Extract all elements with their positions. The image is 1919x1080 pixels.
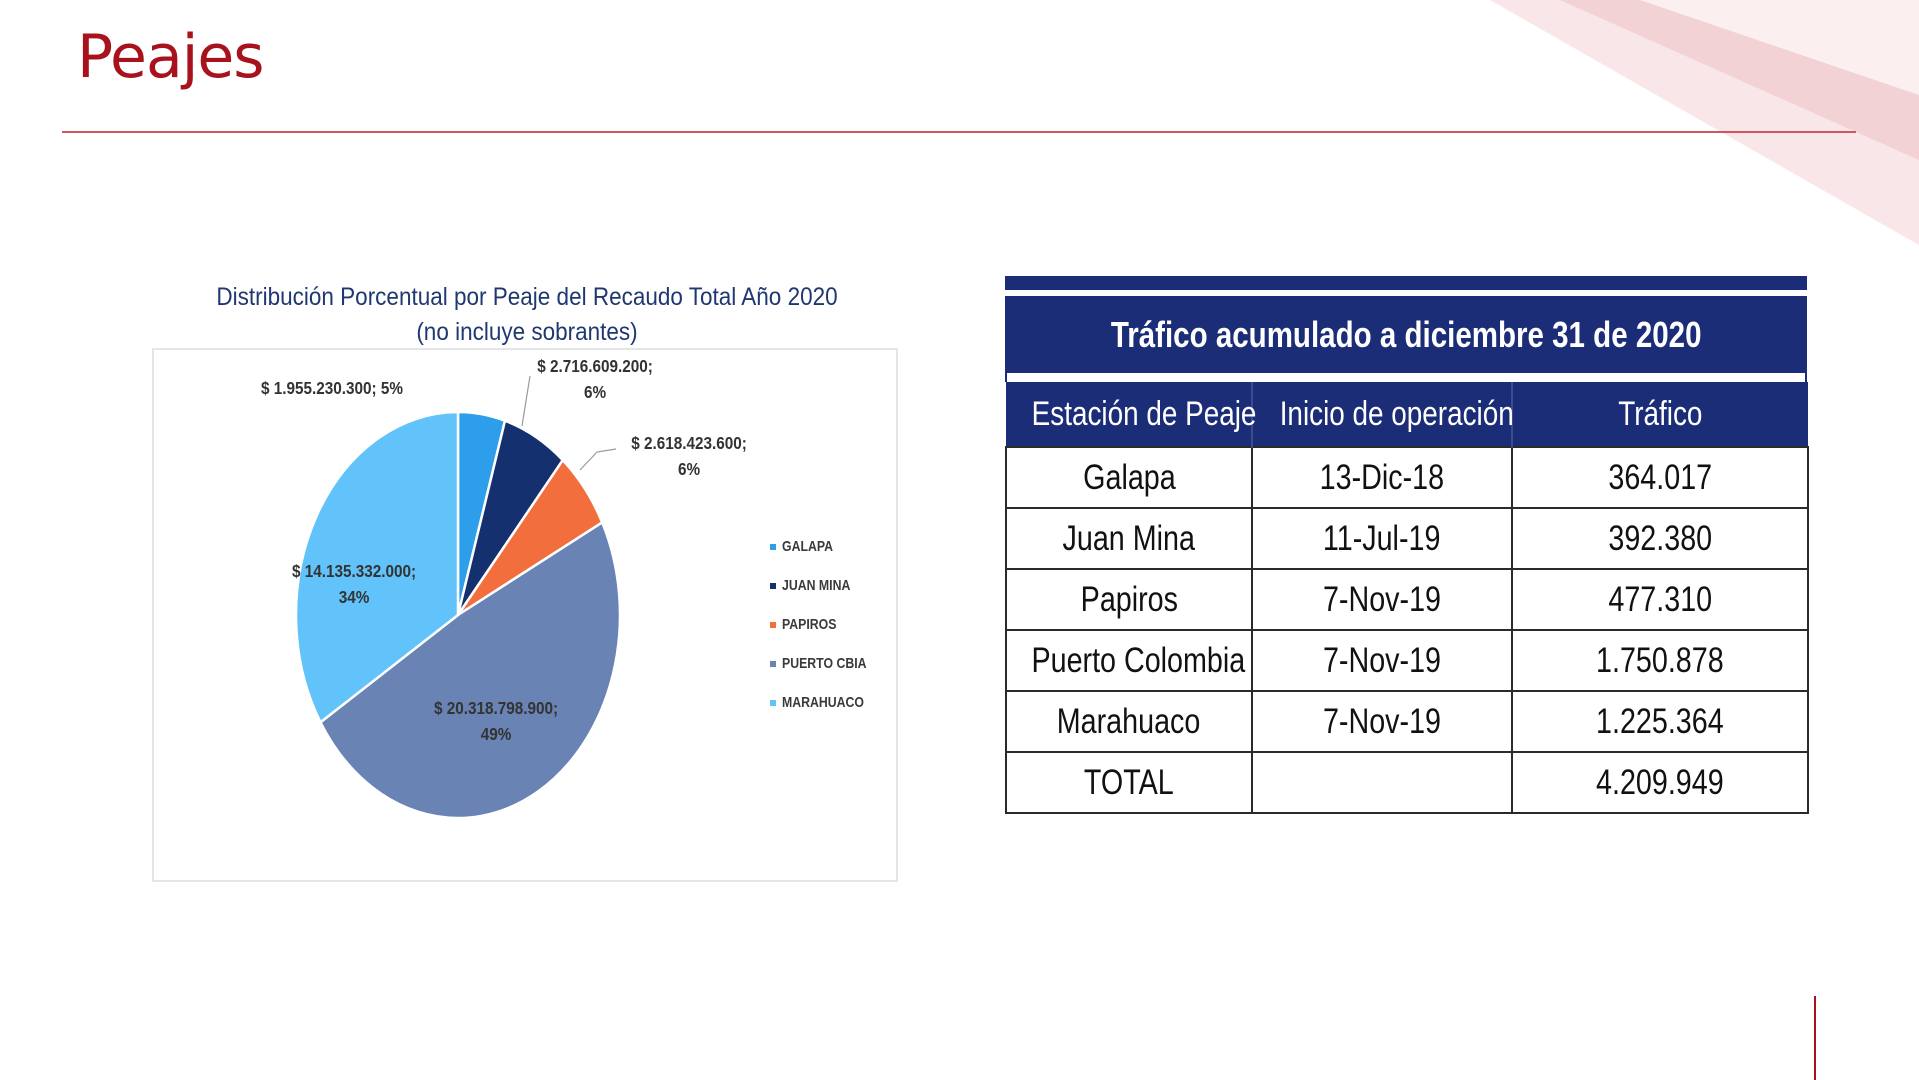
cell-traffic: 1.225.364 <box>1511 690 1809 753</box>
cell-start: 7-Nov-19 <box>1251 568 1513 631</box>
legend-label: MARAHUACO <box>782 694 864 711</box>
leader-line <box>521 375 531 427</box>
pie-chart: $ 1.955.230.300; 5% $ 2.716.609.200; 6% $ 2… <box>261 356 747 820</box>
legend-label: JUAN MINA <box>782 577 851 594</box>
cell-start: 7-Nov-19 <box>1251 629 1513 692</box>
legend-item: PAPIROS <box>770 605 885 644</box>
legend-swatch <box>770 543 776 550</box>
cell-traffic: 364.017 <box>1511 446 1809 509</box>
cell-start: 13-Dic-18 <box>1251 446 1513 509</box>
cell-start: 7-Nov-19 <box>1251 690 1513 753</box>
pie-slice-marahuaco <box>294 410 460 725</box>
table-header-row: Estación de Peaje Inicio de operación Tr… <box>1006 382 1808 447</box>
table-row: Marahuaco 7-Nov-19 1.225.364 <box>1005 690 1809 753</box>
legend-swatch <box>770 582 776 589</box>
legend-label: PUERTO CBIA <box>782 655 867 672</box>
cell-station: Galapa <box>1005 446 1253 509</box>
data-label: $ 14.135.332.000; 34% <box>292 561 416 607</box>
legend-swatch <box>770 699 776 706</box>
legend-item: PUERTO CBIA <box>770 644 885 683</box>
cell-start <box>1251 751 1513 814</box>
cell-station: Puerto Colombia <box>1005 629 1253 692</box>
table-title: Tráfico acumulado a diciembre 31 de 2020 <box>1005 296 1807 373</box>
traffic-table: Estación de Peaje Inicio de operación Tr… <box>1005 382 1809 814</box>
leader-line <box>579 448 617 471</box>
table-row: Juan Mina 11-Jul-19 392.380 <box>1005 507 1809 570</box>
header-station: Estación de Peaje <box>1006 382 1256 447</box>
data-label: $ 2.618.423.600; 6% <box>631 433 747 479</box>
cell-traffic: 1.750.878 <box>1511 629 1809 692</box>
data-label: $ 20.318.798.900; 49% <box>434 698 558 744</box>
cell-start: 11-Jul-19 <box>1251 507 1513 570</box>
data-label: $ 1.955.230.300; 5% <box>261 378 403 398</box>
chart-legend: GALAPA JUAN MINA PAPIROS PUERTO CBIA MARAHUA… <box>770 527 885 722</box>
header-start: Inicio de operación <box>1251 382 1514 447</box>
table-row: Galapa 13-Dic-18 364.017 <box>1005 446 1809 509</box>
cell-station: Papiros <box>1005 568 1253 631</box>
cell-station: TOTAL <box>1005 751 1253 814</box>
cell-station: Marahuaco <box>1005 690 1253 753</box>
legend-item: GALAPA <box>770 527 885 566</box>
cell-traffic: 4.209.949 <box>1511 751 1809 814</box>
traffic-table-panel: Tráfico acumulado a diciembre 31 de 2020… <box>1005 276 1809 814</box>
cell-traffic: 392.380 <box>1511 507 1809 570</box>
legend-item: MARAHUACO <box>770 683 885 722</box>
page-title: Peajes <box>77 22 265 92</box>
table-row: Papiros 7-Nov-19 477.310 <box>1005 568 1809 631</box>
table-row: Puerto Colombia 7-Nov-19 1.750.878 <box>1005 629 1809 692</box>
cell-traffic: 477.310 <box>1511 568 1809 631</box>
header-traffic: Tráfico <box>1511 382 1808 447</box>
data-label: $ 2.716.609.200; 6% <box>537 356 653 402</box>
chart-frame <box>152 348 898 882</box>
table-row-total: TOTAL 4.209.949 <box>1005 751 1809 814</box>
chart-title: Distribución Porcentual por Peaje del Re… <box>190 280 865 350</box>
title-divider <box>62 131 1856 133</box>
legend-swatch <box>770 621 776 628</box>
legend-swatch <box>770 660 776 667</box>
chart-title-line2: (no incluye sobrantes) <box>416 318 638 346</box>
legend-label: GALAPA <box>782 538 834 555</box>
footer-divider <box>1814 996 1816 1080</box>
pie-slice-puerto-cbia <box>318 520 622 820</box>
legend-label: PAPIROS <box>782 616 837 633</box>
table-top-bar <box>1005 276 1807 290</box>
cell-station: Juan Mina <box>1005 507 1253 570</box>
legend-item: JUAN MINA <box>770 566 885 605</box>
chart-title-line1: Distribución Porcentual por Peaje del Re… <box>216 283 838 311</box>
